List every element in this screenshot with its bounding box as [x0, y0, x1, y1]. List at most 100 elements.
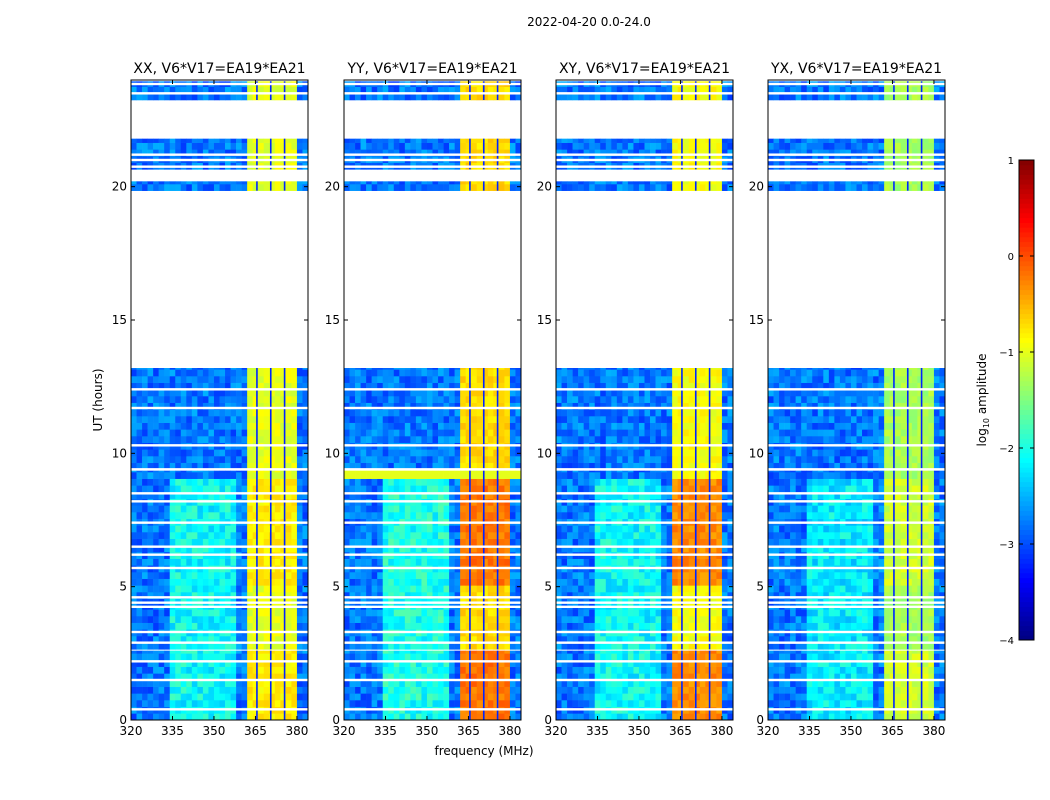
heatmap-cell: [355, 608, 361, 610]
heatmap-cell: [382, 572, 389, 579]
heatmap-cell: [371, 636, 378, 643]
heatmap-cell: [388, 622, 395, 630]
heatmap-cell: [432, 673, 439, 681]
heatmap-cell: [269, 700, 276, 707]
heatmap-cell: [460, 485, 466, 493]
heatmap-cell: [594, 666, 601, 674]
heatmap-cell: [169, 660, 176, 667]
heatmap-cell: [493, 578, 500, 586]
heatmap-cell: [247, 585, 253, 593]
heatmap-cell: [404, 505, 411, 513]
heatmap-cell: [443, 472, 450, 479]
heatmap-cell: [438, 592, 444, 599]
heatmap-cell: [638, 653, 645, 661]
heatmap-cell: [147, 592, 154, 599]
heatmap-cell: [694, 609, 701, 617]
heatmap-cell: [366, 616, 372, 623]
heatmap-cell: [515, 622, 522, 630]
heatmap-cell: [302, 532, 309, 539]
heatmap-cell: [225, 505, 231, 513]
heatmap-cell: [252, 616, 259, 623]
heatmap-cell: [393, 422, 400, 430]
heatmap-cell: [197, 505, 204, 513]
heatmap-cell: [252, 636, 259, 643]
heatmap-cell: [219, 622, 226, 630]
heatmap-cell: [666, 608, 673, 610]
heatmap-cell: [421, 382, 428, 390]
heatmap-cell: [269, 608, 276, 610]
heatmap-cell: [175, 642, 182, 650]
heatmap-cell: [274, 436, 281, 443]
heatmap-cell: [705, 713, 712, 721]
heatmap-cell: [175, 462, 182, 470]
heatmap-cell: [202, 389, 209, 397]
heatmap-cell: [404, 389, 411, 397]
heatmap-cell: [302, 653, 309, 661]
flagged-row: [344, 388, 521, 391]
heatmap-cell: [438, 700, 444, 707]
heatmap-cell: [504, 149, 511, 157]
heatmap-cell: [360, 532, 367, 539]
heatmap-cell: [377, 181, 384, 185]
heatmap-cell: [280, 436, 287, 443]
heatmap-cell: [487, 368, 494, 370]
heatmap-cell: [280, 650, 287, 654]
heatmap-cell: [721, 650, 728, 654]
heatmap-cell: [147, 184, 154, 191]
heatmap-cell: [164, 693, 171, 701]
heatmap-cell: [208, 673, 215, 681]
heatmap-cell: [399, 622, 406, 630]
heatmap-cell: [355, 462, 361, 470]
heatmap-cell: [432, 585, 439, 593]
heatmap-cell: [382, 369, 389, 377]
heatmap-cell: [366, 86, 372, 94]
heatmap-cell: [208, 184, 215, 191]
heatmap-cell: [476, 472, 483, 479]
heatmap-cell: [225, 181, 231, 185]
heatmap-cell: [705, 636, 712, 643]
heatmap-cell: [296, 609, 303, 617]
heatmap-cell: [454, 93, 461, 101]
heatmap-cell: [175, 538, 182, 546]
heatmap-cell: [460, 369, 466, 377]
heatmap-cell: [186, 382, 193, 390]
heatmap-cell: [627, 660, 634, 667]
heatmap-cell: [230, 422, 237, 430]
heatmap-cell: [175, 673, 182, 681]
heatmap-cell: [269, 622, 276, 630]
heatmap-cell: [509, 449, 516, 457]
heatmap-cell: [504, 402, 511, 410]
heatmap-cell: [415, 680, 422, 687]
heatmap-cell: [208, 608, 215, 610]
heatmap-cell: [393, 449, 400, 457]
heatmap-cell: [285, 402, 292, 410]
heatmap-cell: [153, 436, 159, 443]
heatmap-cell: [633, 622, 640, 630]
heatmap-cell: [366, 368, 372, 370]
heatmap-cell: [225, 184, 231, 191]
heatmap-cell: [197, 93, 204, 101]
heatmap-cell: [616, 616, 623, 623]
heatmap-cell: [443, 422, 450, 430]
heatmap-cell: [393, 472, 400, 479]
heatmap-cell: [710, 592, 717, 599]
heatmap-cell: [230, 660, 237, 667]
heatmap-cell: [258, 409, 265, 417]
heatmap-cell: [432, 636, 439, 643]
heatmap-cell: [465, 422, 472, 430]
heatmap-cell: [572, 622, 579, 630]
heatmap-cell: [471, 368, 478, 370]
heatmap-cell: [399, 538, 406, 546]
heatmap-cell: [421, 86, 428, 94]
heatmap-cell: [225, 592, 231, 599]
heatmap-cell: [269, 472, 276, 479]
heatmap-cell: [291, 422, 298, 430]
heatmap-cell: [147, 422, 154, 430]
heatmap-cell: [377, 585, 384, 593]
heatmap-cell: [393, 650, 400, 654]
heatmap-cell: [191, 545, 198, 553]
heatmap-cell: [721, 585, 728, 593]
heatmap-cell: [202, 505, 209, 513]
heatmap-cell: [487, 532, 494, 539]
heatmap-cell: [186, 368, 193, 370]
